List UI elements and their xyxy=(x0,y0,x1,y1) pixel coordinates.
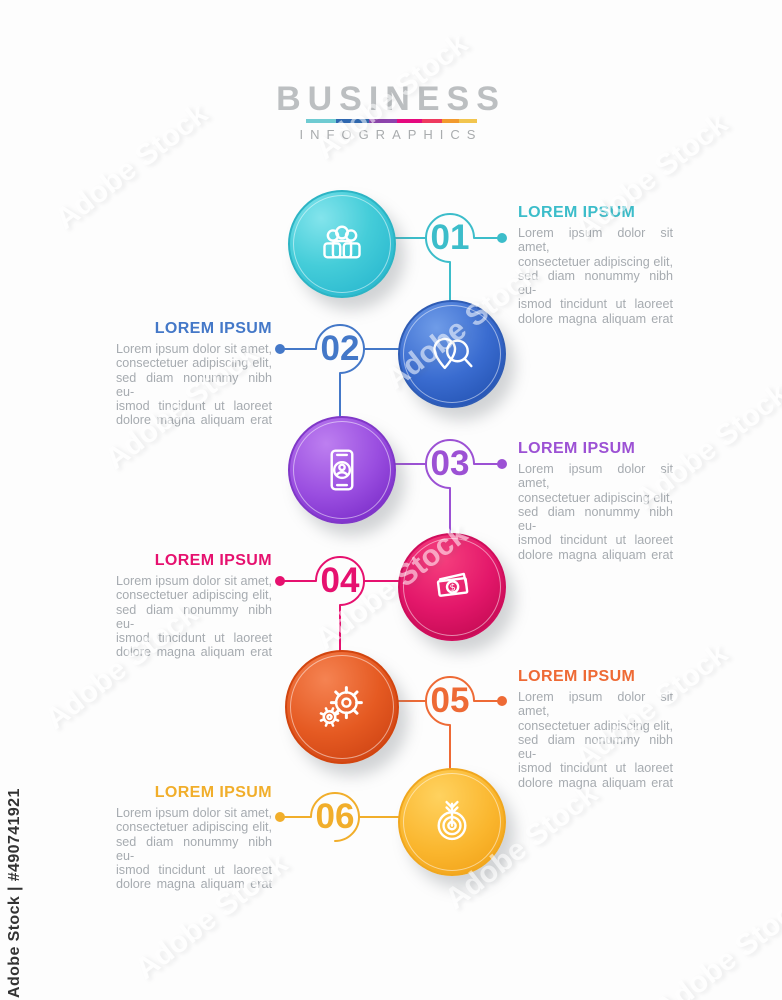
step-body-line: dolore magna aliquam erat xyxy=(518,547,673,562)
step-number-01: 01 xyxy=(430,218,470,257)
step-heading: LOREM IPSUM xyxy=(518,668,636,685)
connector-03 xyxy=(391,439,507,536)
page-subtitle: INFOGRAPHICS xyxy=(299,127,483,142)
divider-segment xyxy=(422,119,442,123)
step-body-line: ismod tincidunt ut laoreet xyxy=(518,297,673,312)
connector-dot xyxy=(275,344,285,354)
step-body-line: sed diam nonummy nibh eu- xyxy=(116,602,272,631)
step-body-line: Lorem ipsum dolor sit amet, xyxy=(116,342,272,356)
step-body-line: consectetuer adipiscing elit, xyxy=(116,588,272,603)
step-body-line: dolore magna aliquam erat xyxy=(116,413,272,428)
step-body-line: consectetuer adipiscing elit, xyxy=(116,356,272,371)
step-circle-01 xyxy=(288,190,396,298)
mobile-user-icon xyxy=(330,449,354,491)
step-body-line: Lorem ipsum dolor sit amet, xyxy=(518,462,673,491)
step-body-line: sed diam nonummy nibh eu- xyxy=(518,504,673,534)
divider-segment xyxy=(442,119,459,123)
step-body-line: sed diam nonummy nibh eu- xyxy=(116,370,272,399)
step-text-block-04: LOREM IPSUM Lorem ipsum dolor sit amet, … xyxy=(116,552,272,660)
step-body-line: consectetuer adipiscing elit, xyxy=(518,718,673,733)
connector-dot xyxy=(497,459,507,469)
divider-segment xyxy=(336,119,369,123)
connector-dot xyxy=(275,576,285,586)
divider-segment xyxy=(459,119,477,123)
step-number-04: 04 xyxy=(320,561,360,600)
step-heading: LOREM IPSUM xyxy=(154,552,272,569)
step-text-block-02: LOREM IPSUM Lorem ipsum dolor sit amet, … xyxy=(116,320,272,428)
step-body-line: dolore magna aliquam erat xyxy=(116,645,272,660)
step-body-line: sed diam nonummy nibh eu- xyxy=(518,732,673,762)
divider-segment xyxy=(369,119,397,123)
connector-02 xyxy=(275,324,399,419)
step-body-line: Lorem ipsum dolor sit amet, xyxy=(116,574,272,588)
title-divider-bar xyxy=(306,119,477,123)
step-body-line: sed diam nonummy nibh eu- xyxy=(116,834,272,863)
step-body-line: dolore magna aliquam erat xyxy=(116,877,272,892)
step-body-line: ismod tincidunt ut laoreet xyxy=(116,863,272,878)
step-body-line: consectetuer adipiscing elit, xyxy=(518,254,673,269)
step-body-line: ismod tincidunt ut laoreet xyxy=(518,533,673,548)
step-body-line: Lorem ipsum dolor sit amet, xyxy=(518,690,673,719)
connector-dot xyxy=(275,812,285,822)
team-icon xyxy=(323,225,361,259)
step-body-line: ismod tincidunt ut laoreet xyxy=(116,399,272,414)
step-body-line: consectetuer adipiscing elit, xyxy=(518,490,673,505)
connector-01 xyxy=(391,213,507,303)
money-icon: $ xyxy=(436,572,469,597)
gears-icon xyxy=(319,686,363,727)
target-icon xyxy=(437,800,467,841)
step-body-line: consectetuer adipiscing elit, xyxy=(116,820,272,835)
step-heading: LOREM IPSUM xyxy=(154,320,272,337)
step-body-line: sed diam nonummy nibh eu- xyxy=(518,268,673,298)
step-number-02: 02 xyxy=(320,329,360,368)
step-body-line: Lorem ipsum dolor sit amet, xyxy=(116,806,272,820)
step-body-line: dolore magna aliquam erat xyxy=(518,775,673,790)
divider-segment xyxy=(397,119,422,123)
step-text-block-06: LOREM IPSUM Lorem ipsum dolor sit amet, … xyxy=(116,784,272,892)
step-heading: LOREM IPSUM xyxy=(154,784,272,801)
step-text-block-01: LOREM IPSUM Lorem ipsum dolor sit amet, … xyxy=(518,204,673,326)
connector-04 xyxy=(275,556,399,653)
step-circle-06 xyxy=(398,768,506,876)
step-body-line: ismod tincidunt ut laoreet xyxy=(518,761,673,776)
stock-id-label: Adobe Stock | #490741921 xyxy=(6,788,23,998)
step-body-line: ismod tincidunt ut laoreet xyxy=(116,631,272,646)
step-circle-03 xyxy=(288,416,396,524)
step-circle-05 xyxy=(285,650,399,764)
step-text-block-05: LOREM IPSUM Lorem ipsum dolor sit amet, … xyxy=(518,668,673,790)
step-heading: LOREM IPSUM xyxy=(518,204,636,221)
step-text-block-03: LOREM IPSUM Lorem ipsum dolor sit amet, … xyxy=(518,440,673,562)
svg-text:$: $ xyxy=(449,582,456,594)
step-number-03: 03 xyxy=(430,444,470,483)
step-body-line: dolore magna aliquam erat xyxy=(518,311,673,326)
step-heading: LOREM IPSUM xyxy=(518,440,636,457)
connector-06 xyxy=(275,792,399,842)
step-circle-04: $ xyxy=(398,533,506,641)
location-search-icon xyxy=(433,337,473,370)
step-number-06: 06 xyxy=(315,797,355,836)
step-circle-02 xyxy=(398,300,506,408)
divider-segment xyxy=(306,119,336,123)
connector-dot xyxy=(497,233,507,243)
page-title: BUSINESS xyxy=(276,80,506,118)
connector-05 xyxy=(394,676,507,769)
step-number-05: 05 xyxy=(430,681,470,720)
step-body-line: Lorem ipsum dolor sit amet, xyxy=(518,226,673,255)
connector-dot xyxy=(497,696,507,706)
